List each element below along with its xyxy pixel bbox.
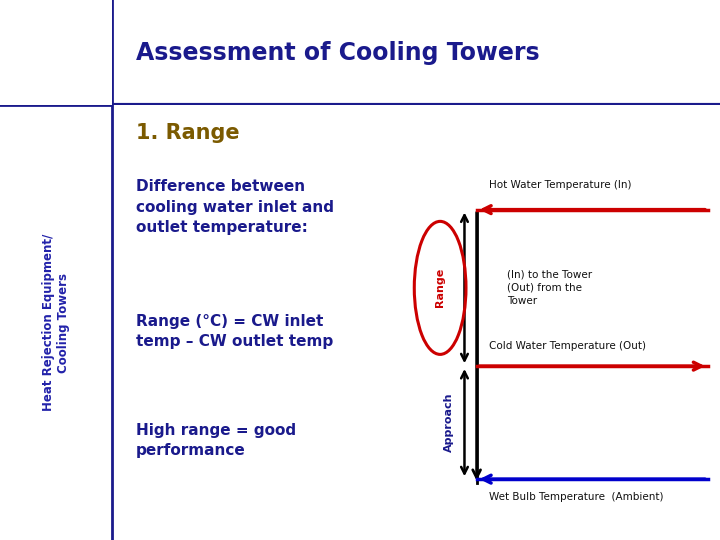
Text: (In) to the Tower
(Out) from the
Tower: (In) to the Tower (Out) from the Tower [507,269,592,306]
Text: High range = good
performance: High range = good performance [136,423,296,458]
Text: Assessment of Cooling Towers: Assessment of Cooling Towers [136,40,539,65]
Text: Hot Water Temperature (In): Hot Water Temperature (In) [489,180,631,190]
Text: Range: Range [435,268,445,307]
Text: Difference between
cooling water inlet and
outlet temperature:: Difference between cooling water inlet a… [136,179,334,235]
Text: Wet Bulb Temperature  (Ambient): Wet Bulb Temperature (Ambient) [489,492,663,502]
Text: Heat Rejection Equipment/
Cooling Towers: Heat Rejection Equipment/ Cooling Towers [42,234,70,411]
Text: Cold Water Temperature (Out): Cold Water Temperature (Out) [489,341,646,351]
Text: Approach: Approach [444,393,454,453]
Text: 1. Range: 1. Range [136,123,240,143]
Text: Range (°C) = CW inlet
temp – CW outlet temp: Range (°C) = CW inlet temp – CW outlet t… [136,314,333,349]
Bar [0,0,112,105]
